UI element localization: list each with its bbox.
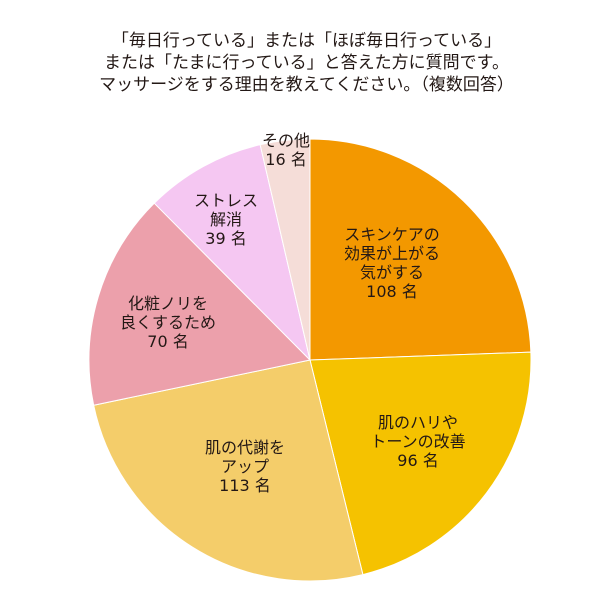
label-line: 肌のハリや [377,413,459,432]
label-line: 気がする [359,263,425,282]
title-line-1: 「毎日行っている」または「ほぼ毎日行っている」 [111,31,502,51]
pie-slice [309,138,532,361]
slice-value: 16 名 [265,150,307,169]
label-line: 化粧ノリを [127,294,209,313]
pie-slice [153,144,311,362]
label-line: アップ [220,457,270,476]
label-line: 効果が上がる [343,244,441,263]
chart-title: 「毎日行っている」または「ほぼ毎日行っている」 または「たまに行っている」と答え… [0,30,613,96]
label-line: 肌の代謝を [204,438,286,457]
slice-label-skincare: スキンケアの 効果が上がる 気がする 108 名 [344,225,440,301]
title-line-3: マッサージをする理由を教えてください。（複数回答） [99,75,514,95]
pie-slice [259,138,311,361]
label-line: ストレス [193,191,259,210]
pie-slice [93,359,364,582]
label-line: スキンケアの [344,225,440,244]
slice-value: 113 名 [219,476,271,495]
pie-slice [309,351,532,576]
slice-label-other: その他 16 名 [262,131,310,169]
slice-label-stress: ストレス 解消 39 名 [194,191,258,248]
slice-label-firmness: 肌のハリや トーンの改善 96 名 [370,413,465,470]
label-line: 解消 [209,210,243,229]
slice-label-metabolism: 肌の代謝を アップ 113 名 [205,438,285,495]
label-line: トーンの改善 [370,432,466,451]
title-line-2: または「たまに行っている」と答えた方に質問です。 [104,53,509,73]
slice-value: 39 名 [205,229,247,248]
slice-value: 70 名 [147,332,189,351]
pie-slice [88,202,312,406]
label-line: 良くするため [119,313,217,332]
slice-label-makeup: 化粧ノリを 良くするため 70 名 [120,294,216,351]
slice-value: 108 名 [366,282,418,301]
label-line: その他 [261,131,311,150]
slice-value: 96 名 [397,451,439,470]
